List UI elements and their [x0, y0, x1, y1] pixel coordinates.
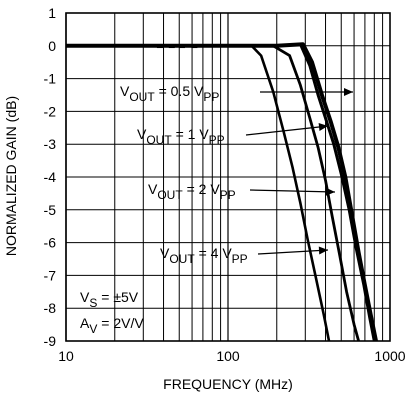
series-annotation: VOUT = 0.5 VPP: [120, 83, 219, 104]
y-tick-label: -2: [44, 103, 57, 119]
annotation-arrowhead: [344, 88, 353, 96]
series-line: [66, 44, 360, 342]
x-tick-label: 10: [58, 348, 74, 364]
series-annotation: VOUT = 4 VPP: [160, 245, 248, 266]
series-group: [66, 42, 378, 342]
annotation-arrowhead: [325, 187, 335, 196]
annotation-leader: [245, 125, 329, 136]
condition-label: VS = ±5V: [80, 289, 139, 310]
y-axis-title: NORMALIZED GAIN (dB): [3, 96, 19, 256]
x-tick-label: 1000: [374, 348, 405, 364]
x-axis-title: FREQUENCY (MHz): [163, 376, 293, 392]
y-tick-label: 0: [48, 38, 56, 54]
y-tick-label: -7: [44, 267, 57, 283]
condition-label: AV = 2V/V: [80, 315, 144, 336]
y-tick-label: -5: [44, 202, 57, 218]
y-tick-label: -9: [44, 333, 57, 349]
y-tick-label: 1: [48, 5, 56, 21]
y-tick-label: -3: [44, 136, 57, 152]
series-line: [66, 42, 376, 342]
series-line: [66, 44, 331, 342]
y-tick-label: -4: [44, 169, 57, 185]
y-tick-label: -6: [44, 235, 57, 251]
annotation-leader: [249, 189, 336, 193]
y-tick-label: -8: [44, 300, 57, 316]
annotation-arrowhead: [318, 246, 328, 255]
series-annotation: VOUT = 1 VPP: [137, 126, 225, 147]
series-annotation: VOUT = 2 VPP: [148, 181, 236, 202]
x-tick-label: 100: [216, 348, 240, 364]
y-tick-label: -1: [44, 71, 57, 87]
annotations: VOUT = 0.5 VPP VOUT = 1 VPP VOUT = 2 VPP VO…: [80, 83, 353, 336]
annotation-arrowhead: [318, 123, 328, 131]
plot-frame: [65, 12, 391, 342]
annotation-leader: [257, 249, 329, 255]
